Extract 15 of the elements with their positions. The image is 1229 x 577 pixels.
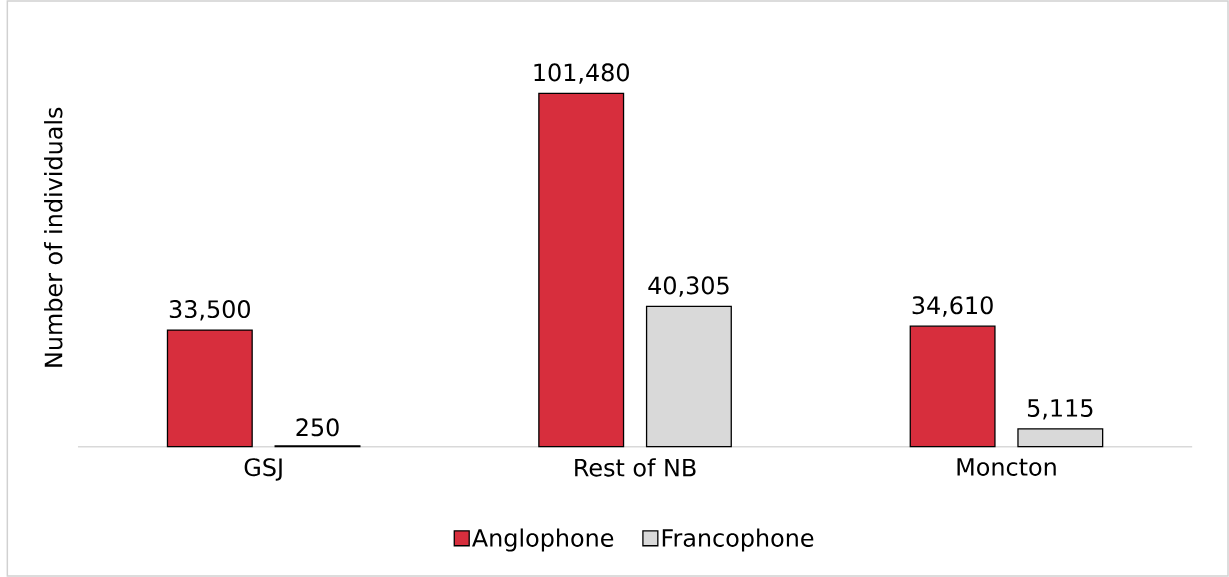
data-label: 34,610 (912, 296, 993, 317)
bar (909, 325, 996, 448)
data-label: 33,500 (169, 300, 250, 321)
legend-label: Francophone (662, 528, 814, 552)
legend-label: Anglophone (472, 528, 614, 552)
x-tick-label: Moncton (957, 458, 1056, 476)
bar (538, 92, 625, 448)
bar (166, 329, 253, 448)
data-label: 5,115 (1027, 399, 1093, 420)
data-label: 40,305 (648, 276, 729, 297)
data-label: 250 (296, 418, 339, 437)
data-label: 101,480 (534, 63, 629, 84)
x-tick-label: Rest of NB (575, 458, 696, 477)
y-axis-title: Number of individuals (44, 107, 63, 367)
x-tick-label: GSJ (244, 458, 282, 481)
